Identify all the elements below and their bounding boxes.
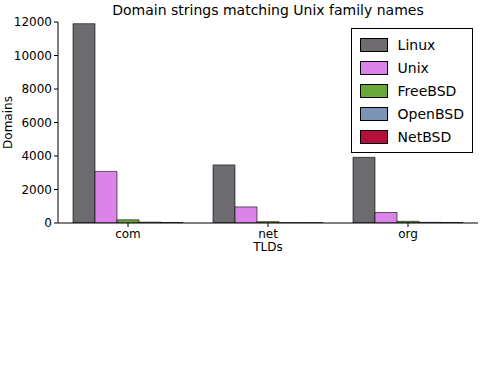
svg-text:6000: 6000 (21, 116, 52, 130)
html-text:OpenBSD: OpenBSD (397, 105, 464, 122)
html-text:NetBSD: NetBSD (397, 128, 452, 145)
svg-text:10000: 10000 (14, 49, 52, 63)
svg-text:0: 0 (44, 216, 52, 230)
html-text:Unix: Unix (397, 59, 429, 76)
html-text:Domain strings matching Unix f: Domain strings matching Unix family name… (112, 2, 424, 18)
svg-text:2000: 2000 (21, 183, 52, 197)
svg-text:net: net (258, 227, 278, 241)
svg-text:com: com (115, 227, 141, 241)
svg-text:8000: 8000 (21, 82, 52, 96)
html-text:FreeBSD: FreeBSD (397, 82, 457, 99)
svg-text:org: org (398, 227, 418, 241)
svg-text:12000: 12000 (14, 15, 52, 29)
svg-text:TLDs: TLDs (252, 240, 283, 254)
html-text:Linux: Linux (397, 36, 436, 53)
svg-text:4000: 4000 (21, 149, 52, 163)
svg-text:Domains: Domains (8, 96, 15, 149)
